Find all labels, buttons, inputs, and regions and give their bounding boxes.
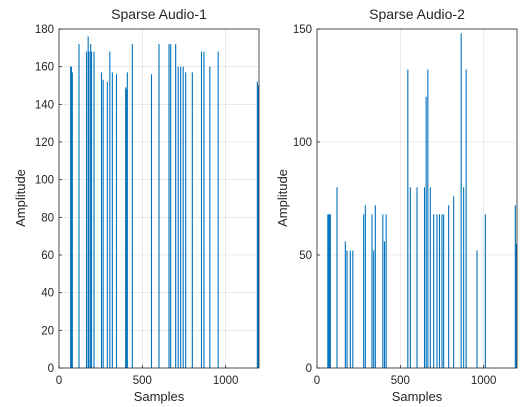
x-axis-label-2: Samples (392, 389, 443, 404)
x-axis-label-1: Samples (134, 389, 185, 404)
ticks-1: 0 20 40 60 80 100 120 140 160 180 0 500 1000 (35, 24, 239, 387)
chart-panel-2: 0 50 100 150 0 500 1000 Sparse Audio-2 Samples… (275, 6, 518, 404)
y-tick-label-2: 150 (293, 24, 312, 36)
y-tick-label-1: 0 (48, 363, 54, 375)
y-tick-label-1: 120 (35, 137, 54, 149)
y-tick-label-1: 20 (41, 325, 54, 337)
x-tick-label-2: 1000 (471, 375, 497, 387)
y-tick-label-2: 0 (306, 363, 312, 375)
y-tick-label-1: 60 (41, 250, 54, 262)
axes-box-2 (316, 28, 518, 369)
y-tick-label-1: 180 (35, 24, 54, 36)
x-tick-label-1: 500 (133, 375, 152, 387)
ticks-2: 0 50 100 150 0 500 1000 (293, 24, 497, 387)
bars-1 (70, 36, 259, 368)
y-tick-label-1: 80 (41, 212, 54, 224)
y-tick-label-2: 100 (293, 137, 312, 149)
chart-panel-1: 0 20 40 60 80 100 120 140 160 180 0 500 1000 Sparse … (13, 6, 260, 404)
y-axis-label-1: Amplitude (13, 169, 28, 227)
y-tick-label-1: 100 (35, 175, 54, 187)
x-tick-label-1: 1000 (213, 375, 239, 387)
chart-title-1: Sparse Audio-1 (111, 6, 207, 22)
y-tick-label-2: 50 (299, 250, 312, 262)
axes-box-1 (58, 28, 260, 369)
x-tick-label-2: 500 (391, 375, 410, 387)
y-tick-label-1: 160 (35, 62, 54, 74)
x-tick-label-1: 0 (56, 375, 62, 387)
x-tick-label-2: 0 (314, 375, 320, 387)
chart-title-2: Sparse Audio-2 (369, 6, 465, 22)
bars-2 (327, 33, 517, 368)
y-tick-label-1: 140 (35, 99, 54, 111)
y-tick-label-1: 40 (41, 288, 54, 300)
y-axis-label-2: Amplitude (275, 169, 290, 227)
